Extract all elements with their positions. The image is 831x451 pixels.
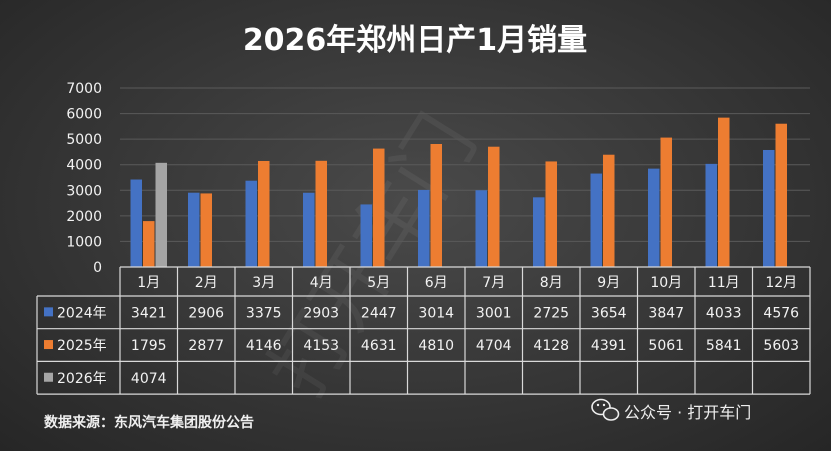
- table-cell-value: 5841: [706, 338, 742, 354]
- source-note: 数据来源：东风汽车集团股份公告: [44, 414, 254, 431]
- wechat-icon: [591, 398, 620, 421]
- y-tick-label: 1000: [66, 234, 102, 250]
- bar-2026年-1月: [155, 162, 167, 267]
- category-label: 8月: [540, 275, 563, 291]
- bar-2024年-3月: [245, 180, 257, 267]
- y-axis: 0 1000 2000 3000 4000 5000 6000 7000: [66, 81, 102, 276]
- category-label: 4月: [310, 275, 333, 291]
- bar-2025年-9月: [603, 154, 615, 267]
- y-tick-label: 0: [93, 260, 102, 276]
- table-cell-value: 3001: [476, 305, 512, 321]
- gridlines: [120, 87, 810, 242]
- category-label: 3月: [252, 275, 275, 291]
- bar-2024年-5月: [360, 204, 372, 267]
- category-label: 7月: [482, 275, 505, 291]
- legend-label: 2025年: [57, 338, 107, 354]
- category-label: 1月: [137, 275, 160, 291]
- table-cell-value: 4153: [303, 338, 339, 354]
- table-cell-value: 4704: [476, 338, 512, 354]
- bar-2025年-5月: [373, 148, 385, 267]
- bar-2024年-9月: [590, 173, 602, 267]
- table-cell-value: 3375: [246, 305, 282, 321]
- legend-swatch-2026年: [44, 372, 53, 382]
- table-cell-value: 2903: [303, 305, 339, 321]
- legend-label: 2024年: [57, 305, 107, 321]
- table-cell-value: 4146: [246, 338, 282, 354]
- bar-2025年-12月: [775, 123, 787, 267]
- table-cell-value: 4810: [418, 338, 454, 354]
- y-tick-label: 2000: [66, 209, 102, 225]
- bar-2025年-11月: [718, 117, 730, 267]
- table-cell-value: 4033: [706, 305, 742, 321]
- table-cell-value: 3654: [591, 305, 627, 321]
- y-tick-label: 6000: [66, 107, 102, 123]
- bar-2024年-8月: [533, 197, 545, 267]
- data-table: 1月 2月 3月 4月 5月 6月 7月 8月 9月 10月 11月 12月 2024年 3421 2906…: [36, 266, 811, 395]
- bar-2025年-10月: [660, 137, 672, 267]
- category-label: 5月: [367, 275, 390, 291]
- bar-2024年-6月: [418, 189, 430, 267]
- bar-2025年-3月: [258, 160, 270, 267]
- table-cell-value: 3847: [648, 305, 684, 321]
- category-label: 9月: [597, 275, 620, 291]
- y-tick-label: 7000: [66, 81, 102, 97]
- legend-swatch-2024年: [44, 307, 53, 317]
- bars: [130, 117, 787, 267]
- bar-2025年-4月: [315, 160, 327, 267]
- diagonal-watermark: 打开车门: [252, 100, 494, 412]
- y-tick-label: 5000: [66, 132, 102, 148]
- legend-swatch-2025年: [44, 340, 53, 350]
- category-label: 11月: [708, 275, 740, 291]
- table-cell-value: 4631: [361, 338, 397, 354]
- table-cell-value: 5061: [648, 338, 684, 354]
- chart-title: 2026年郑州日产1月销量: [243, 23, 587, 58]
- table-cell-value: 3421: [131, 305, 167, 321]
- table-cell-value: 4576: [763, 305, 799, 321]
- bar-2024年-12月: [763, 149, 775, 267]
- category-label: 6月: [425, 275, 448, 291]
- table-cell-value: 3014: [418, 305, 454, 321]
- bar-2025年-7月: [488, 146, 500, 267]
- table-cell-value: 4391: [591, 338, 627, 354]
- table-cell-value: 2447: [361, 305, 397, 321]
- bar-2024年-11月: [705, 163, 717, 267]
- y-tick-label: 4000: [66, 158, 102, 174]
- bar-2025年-6月: [430, 144, 442, 267]
- y-tick-label: 3000: [66, 183, 102, 199]
- table-cell-value: 2725: [533, 305, 569, 321]
- table-cell-value: 2877: [188, 338, 224, 354]
- bar-2025年-8月: [545, 161, 557, 267]
- bar-2024年-7月: [475, 190, 487, 267]
- legend-label: 2026年: [57, 371, 107, 387]
- bar-2025年-1月: [143, 221, 155, 267]
- table-cell-value: 2906: [188, 305, 224, 321]
- table-cell-value: 4074: [131, 371, 167, 387]
- watermark-text: 公众号 · 打开车门: [624, 403, 751, 422]
- category-label: 10月: [650, 275, 682, 291]
- bar-2024年-1月: [130, 179, 142, 267]
- category-label: 2月: [195, 275, 218, 291]
- bar-2024年-10月: [648, 168, 660, 267]
- table-cell-value: 1795: [131, 338, 167, 354]
- bar-2024年-4月: [303, 192, 315, 267]
- table-cell-value: 4128: [533, 338, 569, 354]
- bar-2024年-2月: [188, 192, 200, 267]
- category-label: 12月: [765, 275, 797, 291]
- table-cell-value: 5603: [763, 338, 799, 354]
- bar-2025年-2月: [200, 193, 212, 267]
